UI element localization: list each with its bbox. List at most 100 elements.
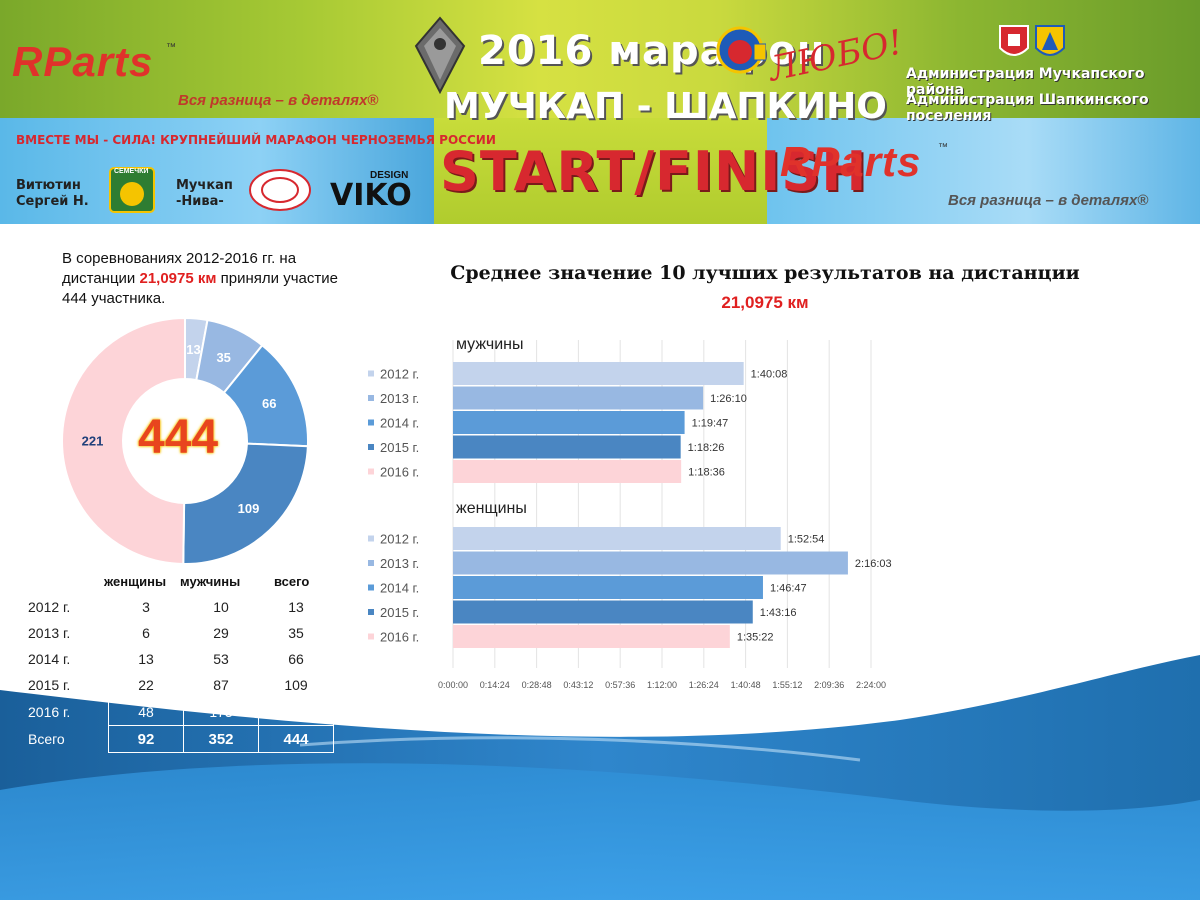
bar-value-label: 1:26:10 [710, 393, 747, 405]
category-marker [368, 419, 374, 426]
mucap-coat-of-arms-icon [999, 25, 1029, 56]
table-cell-year: 2015 г. [28, 677, 71, 694]
donut-slice-label: 221 [82, 433, 104, 448]
admin-shapkino-text: Администрация Шапкинского поселения [906, 92, 1149, 124]
sponsor-niva-line1: Мучкап [176, 178, 233, 193]
donut-slice [60, 316, 186, 566]
start-finish-title: START/FINISH [440, 140, 868, 203]
table-cell-men: 352 [183, 725, 259, 753]
banner-top-band [0, 0, 1200, 118]
table-row: 2015 г. 22 87 109 [24, 672, 334, 699]
x-tick-label: 1:40:48 [731, 680, 761, 690]
runner-emblem-icon [414, 16, 466, 94]
table-cell-total: 13 [288, 599, 304, 615]
category-label: 2014 г. [380, 581, 419, 596]
viko-design-label: DESIGN [370, 170, 409, 181]
table-cell-men: 53 [213, 651, 229, 667]
donut-slice [182, 442, 309, 565]
banner-tagline: ВМЕСТЕ МЫ - СИЛА! КРУПНЕЙШИЙ МАРАФОН ЧЕР… [16, 133, 496, 147]
table-cell-year: 2012 г. [28, 599, 71, 615]
admin-mucap-text: Администрация Мучкапского района [906, 66, 1145, 98]
category-marker [368, 444, 374, 450]
table-cell-year: 2013 г. [28, 625, 71, 641]
table-cell-year: 2016 г. [28, 704, 71, 720]
bar-value-label: 1:40:08 [751, 369, 788, 381]
category-marker [368, 535, 374, 542]
results-bar-chart: 0:00:00 0:14:24 0:28:48 0:43:12 0:57:36 1:12:… [368, 336, 892, 690]
category-marker [368, 560, 374, 566]
table-cell-total: 221 [258, 698, 334, 726]
table-cell-women: 13 [138, 651, 154, 667]
marathon-title-line2: МУЧКАП - ШАПКИНО [444, 86, 887, 127]
x-tick-label: 0:28:48 [522, 680, 552, 690]
table-cell-women: 3 [142, 599, 150, 615]
bar-value-label: 1:18:36 [688, 467, 725, 479]
table-header-women: женщины [104, 574, 167, 589]
table-row: 2016 г. 48 173 221 [24, 698, 334, 726]
bar-value-label: 2:16:03 [855, 558, 892, 570]
category-label: 2012 г. [380, 532, 419, 547]
table-cell-women: 6 [142, 625, 150, 641]
x-tick-label: 2:24:00 [856, 680, 886, 690]
x-tick-label: 0:14:24 [480, 680, 510, 690]
bar [453, 551, 848, 575]
bar [453, 576, 763, 599]
sponsor-vityutin-line1: Витютин [16, 178, 81, 193]
banner-center-panel [434, 118, 767, 224]
table-cell-total: 109 [284, 677, 308, 693]
x-tick-label: 2:09:36 [814, 680, 844, 690]
slogan-reg-right: ® [1137, 192, 1149, 209]
donut-slice-label: 109 [238, 501, 260, 516]
participants-donut-chart: 13 35 66 109 221 [60, 316, 309, 566]
bar [453, 386, 704, 410]
bar-value-label: 1:52:54 [788, 534, 825, 546]
marathon-title-line1: 2016 марафон [478, 28, 826, 74]
sponsor-vityutin-line2: Сергей Н. [16, 194, 89, 209]
category-label: 2012 г. [380, 367, 419, 382]
category-marker [368, 633, 374, 640]
bar-value-label: 1:43:16 [760, 607, 797, 619]
bar [453, 600, 753, 624]
table-row: 2014 г. 13 53 66 [24, 646, 334, 672]
table-cell-total: 444 [258, 725, 334, 753]
bar [453, 435, 681, 459]
banner-sponsors-panel [0, 118, 434, 224]
bar-value-label: 1:35:22 [737, 632, 774, 644]
rparts-logo-right: RParts [780, 138, 922, 185]
slogan-main-right: Вся разница – в деталях [948, 192, 1138, 209]
group-label: женщины [456, 500, 527, 517]
slogan-text-right: Вся разница – в деталях® [948, 192, 1148, 209]
intro-text-before: В соревнованиях 2012-2016 гг. на дистанц… [62, 250, 297, 287]
slogan-main: Вся разница – в деталях [178, 92, 368, 109]
group-label: мужчины [456, 336, 524, 353]
banner-brand-panel [767, 118, 1200, 224]
table-header-total: всего [274, 574, 310, 589]
table-row: 2013 г. 6 29 35 [24, 620, 334, 646]
trademark-mark-right: ™ [938, 142, 948, 153]
bar-value-label: 1:46:47 [770, 583, 807, 595]
sponsor-mucap-niva: Мучкап -Нива- [176, 178, 233, 210]
table-cell-women: 48 [108, 698, 184, 726]
semechki-logo-icon [109, 167, 155, 213]
trademark-mark: ™ [166, 42, 176, 53]
table-row: 2012 г. 3 10 13 [24, 594, 334, 620]
table-cell-total: 66 [288, 651, 304, 667]
sponsor-niva-line2: -Нива- [176, 194, 224, 209]
donut-slice-label: 13 [186, 342, 200, 357]
donut-slice-label: 35 [216, 350, 230, 365]
bar [453, 625, 730, 648]
bar-value-label: 1:18:26 [688, 442, 725, 454]
category-label: 2016 г. [380, 630, 419, 645]
table-cell-total: 35 [288, 625, 304, 641]
table-cell-women: 22 [138, 677, 154, 693]
slogan-reg: ® [367, 92, 379, 109]
x-tick-label: 0:00:00 [438, 680, 468, 690]
x-tick-label: 1:26:24 [689, 680, 719, 690]
participants-table: 2012 г. 3 10 13 2013 г. 6 29 35 2014 г. … [24, 594, 334, 753]
bar [453, 362, 744, 385]
table-cell-women: 92 [108, 725, 184, 753]
category-label: 2015 г. [380, 440, 419, 455]
category-marker [368, 584, 374, 591]
category-marker [368, 609, 374, 615]
